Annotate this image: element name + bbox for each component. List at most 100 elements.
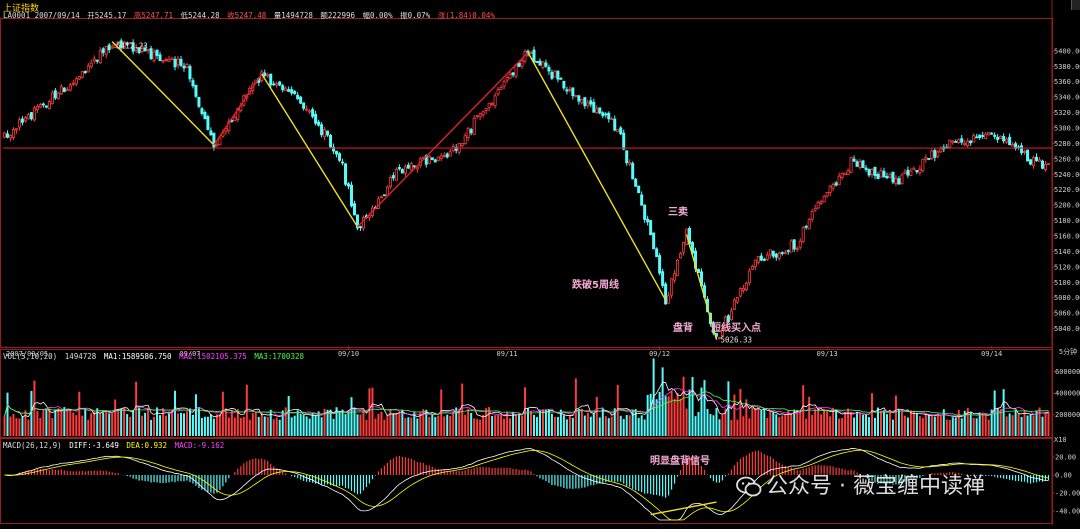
candle-body xyxy=(795,248,799,250)
candle-body xyxy=(984,133,988,140)
price-tick-label: 5260.00 xyxy=(1054,155,1080,163)
candle-body xyxy=(332,146,336,152)
candle-body xyxy=(472,117,476,135)
price-tick-label: 5300.00 xyxy=(1054,125,1080,133)
candle-body xyxy=(625,150,629,164)
candle-body xyxy=(8,135,12,139)
candle-body xyxy=(1044,163,1048,171)
candle-body xyxy=(658,255,662,274)
price-tick-label: 5400.00 xyxy=(1054,47,1080,55)
candle-body xyxy=(882,170,886,178)
candle-body xyxy=(676,259,680,277)
candle-body xyxy=(29,112,33,120)
quote-low: 低5244.28 xyxy=(180,11,220,20)
candle-body xyxy=(95,59,99,62)
quote-volume: 量1494728 xyxy=(273,11,313,20)
candle-body xyxy=(966,140,970,146)
candle-body xyxy=(780,252,784,255)
candle-body xyxy=(1047,163,1051,165)
candle-body xyxy=(442,155,446,157)
candle-body xyxy=(649,220,653,235)
candle-body xyxy=(406,164,410,169)
candle-body xyxy=(571,87,575,97)
annotation-sell3: 三卖 xyxy=(668,207,688,218)
candle-body xyxy=(843,172,847,176)
candle-body xyxy=(604,113,608,116)
quote-open: 开5245.17 xyxy=(87,11,127,20)
candle-body xyxy=(762,258,766,261)
candle-body xyxy=(206,116,210,130)
wechat-icon xyxy=(736,476,762,497)
candle-body xyxy=(326,130,330,136)
candle-body xyxy=(347,183,351,187)
candle-body xyxy=(511,72,515,76)
candle-body xyxy=(125,42,129,45)
candle-body xyxy=(448,151,452,157)
date-tick-label: 09/14 xyxy=(981,350,1002,358)
candle-body xyxy=(870,168,874,175)
volume-ma3-line xyxy=(4,390,1049,417)
candle-body xyxy=(430,157,434,161)
candle-body xyxy=(822,195,826,203)
quote-amplitude: 振0.07% xyxy=(400,11,431,20)
candle-body xyxy=(777,252,781,259)
price-tick-label: 5160.00 xyxy=(1054,233,1080,241)
candle-body xyxy=(873,166,877,177)
candle-body xyxy=(188,65,192,80)
date-tick-label: 2007/09/05 xyxy=(6,350,48,358)
candle-body xyxy=(759,255,763,261)
panel-toggle-button[interactable] xyxy=(1071,0,1080,10)
candle-body xyxy=(155,49,159,56)
candle-body xyxy=(305,108,309,111)
candle-body xyxy=(601,112,605,117)
candle-body xyxy=(170,57,174,60)
quote-change: 涨(1.84)0.04% xyxy=(437,11,495,20)
candle-body xyxy=(954,141,958,143)
candle-body xyxy=(855,161,859,167)
candle-body xyxy=(436,156,440,161)
candle-body xyxy=(909,170,913,176)
candle-body xyxy=(427,156,431,164)
candle-body xyxy=(41,103,45,106)
candle-body xyxy=(200,108,204,114)
candle-body xyxy=(655,248,659,257)
candle-body xyxy=(394,168,398,181)
candle-body xyxy=(616,129,620,132)
candle-body xyxy=(23,117,27,122)
candle-body xyxy=(978,134,982,138)
candle-body xyxy=(460,143,464,147)
candle-body xyxy=(828,185,832,194)
price-tick-label: 5120.00 xyxy=(1054,263,1080,271)
candle-body xyxy=(475,115,479,118)
date-tick-label: 09/07 xyxy=(179,350,200,358)
candle-body xyxy=(38,104,42,108)
candle-body xyxy=(756,256,760,263)
candle-body xyxy=(56,92,60,99)
candle-body xyxy=(209,130,213,136)
candle-body xyxy=(771,250,775,257)
vol-ma2: MA2:1502105.375 xyxy=(179,352,247,361)
candle-body xyxy=(583,97,587,107)
candle-body xyxy=(619,127,623,135)
volume-unit-label: X10 xyxy=(1054,436,1067,444)
candle-body xyxy=(535,61,539,63)
candle-body xyxy=(1029,159,1033,165)
candle-body xyxy=(717,337,721,339)
candle-body xyxy=(924,157,928,160)
candle-body xyxy=(358,226,362,228)
candle-body xyxy=(565,89,569,92)
candle-body xyxy=(840,173,844,178)
period-label: 5分钟 xyxy=(1059,347,1077,356)
candle-body xyxy=(344,163,348,185)
candle-body xyxy=(11,129,15,138)
candle-body xyxy=(813,207,817,211)
candle-body xyxy=(960,138,964,143)
candle-body xyxy=(559,77,563,80)
candle-body xyxy=(834,182,838,186)
candle-body xyxy=(849,156,853,173)
candle-body xyxy=(996,136,1000,140)
candle-body xyxy=(266,74,270,77)
volume-panel-frame xyxy=(0,349,1053,438)
